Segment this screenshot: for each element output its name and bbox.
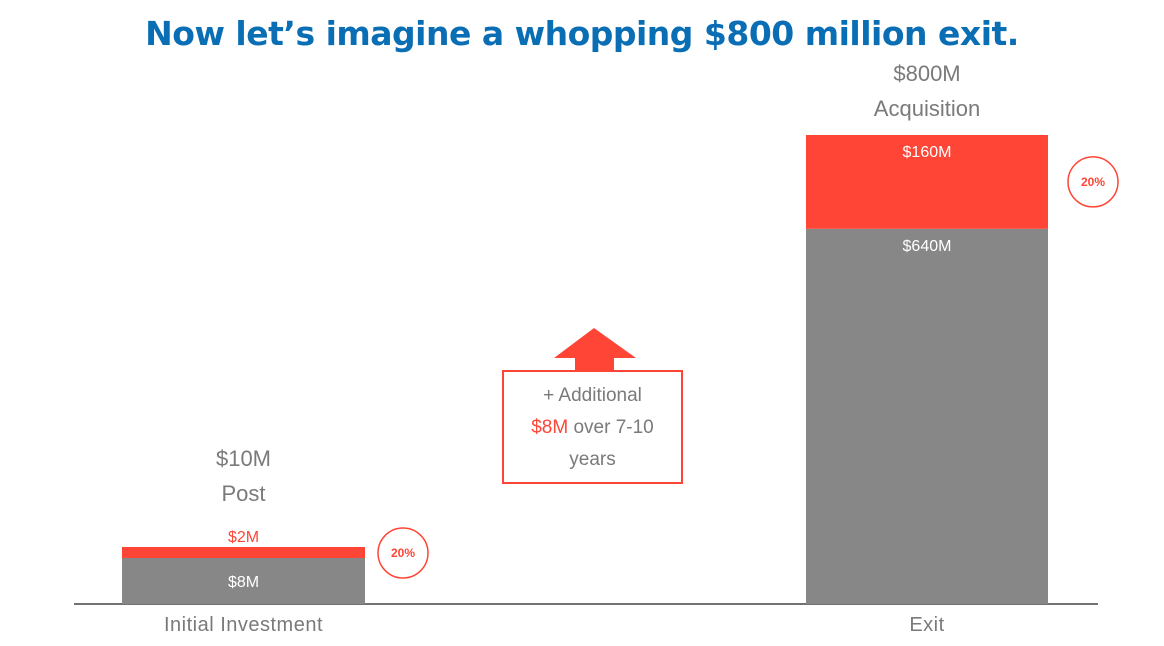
note-line-2-rest: over 7-10 xyxy=(568,417,654,438)
note-line-2: $8M over 7-10 xyxy=(504,412,681,444)
data-label-remainder: $8M xyxy=(228,574,259,591)
page-title: Now let’s imagine a whopping $800 millio… xyxy=(145,14,1019,53)
bar-segment-remainder xyxy=(122,558,365,604)
total-value-label: $800M xyxy=(893,61,960,86)
percent-badge-label: 20% xyxy=(1081,175,1105,189)
note-highlight-amount: $8M xyxy=(531,417,569,438)
percent-badge xyxy=(377,527,429,579)
total-caption-label: Acquisition xyxy=(874,96,980,121)
total-caption-label: Post xyxy=(221,481,265,506)
bar-segment-investor-share xyxy=(806,135,1048,229)
x-tick-label: Exit xyxy=(909,614,944,636)
data-label-remainder: $640M xyxy=(903,238,952,255)
percent-badge xyxy=(1067,156,1119,208)
additional-investment-note: + Additional $8M over 7-10 years xyxy=(502,370,683,484)
up-arrow-icon xyxy=(554,328,636,370)
data-label-investor-share: $2M xyxy=(228,529,259,546)
bar-segment-remainder xyxy=(806,228,1048,605)
x-tick-label: Initial Investment xyxy=(164,614,323,636)
percent-badge-label: 20% xyxy=(391,546,415,560)
note-line-1: + Additional xyxy=(543,385,642,406)
bar-segment-investor-share xyxy=(122,547,365,558)
data-label-investor-share: $160M xyxy=(903,144,952,161)
note-line-3: years xyxy=(569,449,616,470)
total-value-label: $10M xyxy=(216,446,271,471)
